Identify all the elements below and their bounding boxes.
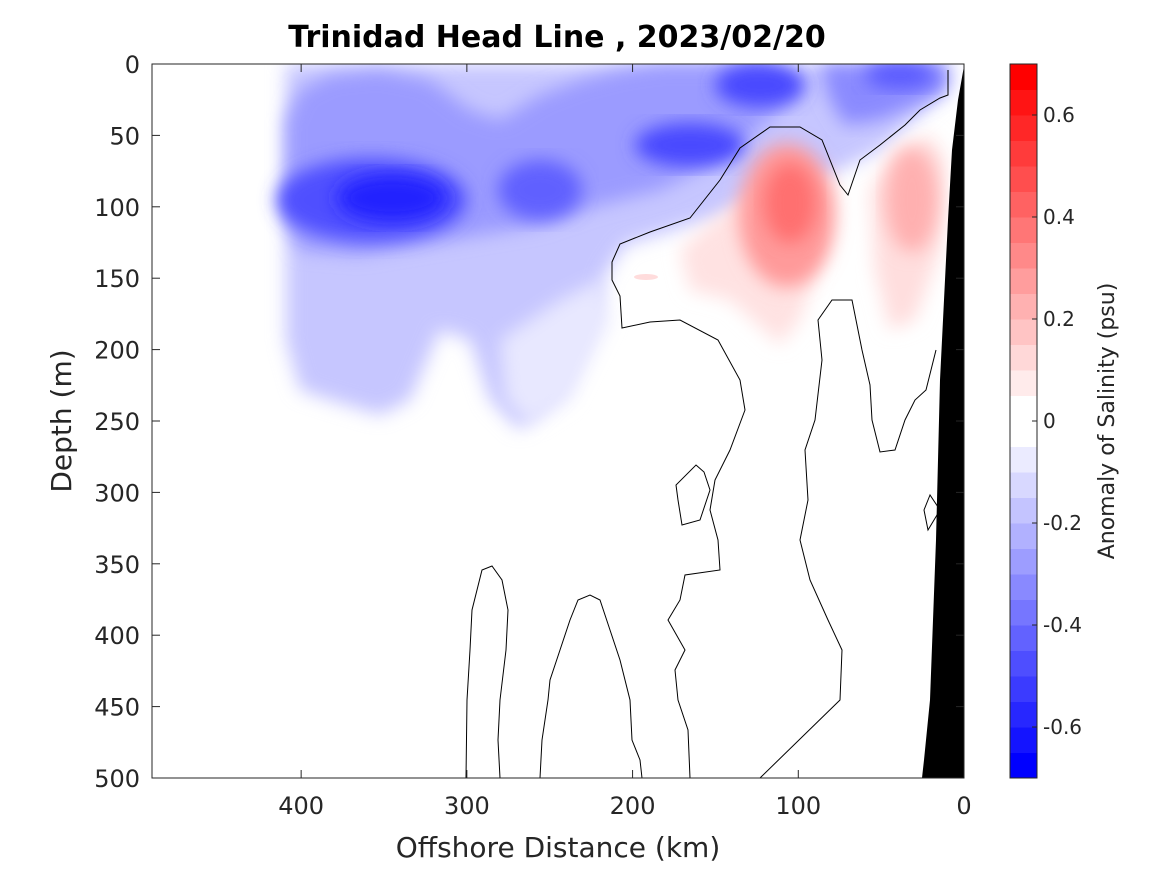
contour-nearshore-loop — [923, 493, 941, 532]
colorbar-segment — [1010, 166, 1037, 192]
colorbar-segment — [1010, 395, 1037, 422]
y-tick-label: 50 — [109, 122, 140, 150]
colorbar-segment — [1010, 497, 1037, 524]
colorbar-segment — [1010, 217, 1037, 243]
contour-outline-shelf — [611, 70, 949, 778]
colorbar-segment — [1010, 191, 1037, 218]
colorbar-segment — [1010, 89, 1037, 116]
salty-core-nearshore — [886, 148, 938, 252]
y-axis-label: Depth (m) — [45, 349, 78, 492]
colorbar-segment — [1010, 599, 1037, 626]
colorbar-segment — [1010, 523, 1037, 549]
x-axis-label: Offshore Distance (km) — [396, 831, 721, 864]
chart-title: Trinidad Head Line , 2023/02/20 — [288, 20, 825, 55]
colorbar-segment — [1010, 64, 1037, 90]
colorbar-frame — [1009, 63, 1038, 779]
colorbar — [1010, 63, 1037, 779]
colorbar-segment — [1010, 446, 1037, 473]
y-tick-label: 450 — [94, 694, 140, 722]
fresh-core-surface — [715, 64, 805, 107]
contour-offshore-jet — [759, 299, 937, 778]
seafloor-mask — [922, 66, 964, 778]
colorbar-segment — [1010, 242, 1037, 269]
colorbar-segment — [1010, 701, 1037, 728]
salty-patch-small — [634, 274, 658, 280]
x-tick-label: 300 — [444, 792, 490, 820]
fresh-core-main-inner — [337, 174, 447, 222]
fresh-core-shelf — [635, 123, 745, 167]
colorbar-segment — [1010, 574, 1037, 600]
colorbar-label: Anomaly of Salinity (psu) — [1095, 283, 1120, 560]
colorbar-segment — [1010, 472, 1037, 498]
fresh-anomaly-light — [500, 280, 610, 425]
colorbar-tick-label: 0 — [1043, 409, 1056, 433]
colorbar-tick-label: 0.2 — [1043, 307, 1075, 331]
colorbar-segment — [1010, 727, 1037, 753]
y-tick-label: 200 — [94, 337, 140, 365]
fresh-core-mid — [498, 160, 582, 220]
colorbar-segment — [1010, 676, 1037, 702]
y-tick-label: 500 — [94, 765, 140, 793]
colorbar-segment — [1010, 319, 1037, 345]
colorbar-segment — [1010, 268, 1037, 294]
colorbar-segment — [1010, 344, 1037, 371]
colorbar-segment — [1010, 115, 1037, 141]
colorbar-ticks: 0.6 0.4 0.2 0 -0.2 -0.4 -0.6 — [1032, 103, 1082, 739]
colorbar-segment — [1010, 625, 1037, 651]
colorbar-segment — [1010, 752, 1037, 779]
fresh-core-nearshore — [865, 64, 935, 89]
y-tick-label: 100 — [94, 194, 140, 222]
y-tick-label: 350 — [94, 551, 140, 579]
colorbar-segment — [1010, 293, 1037, 320]
salty-core-offshore-inner — [764, 163, 816, 243]
x-tick-label: 400 — [278, 792, 324, 820]
x-axis: 400 300 200 100 0 — [278, 64, 972, 820]
y-tick-label: 0 — [125, 51, 140, 79]
y-tick-label: 250 — [94, 408, 140, 436]
x-tick-label: 100 — [775, 792, 821, 820]
colorbar-segment — [1010, 421, 1037, 447]
x-tick-label: 0 — [956, 792, 971, 820]
colorbar-segment — [1010, 370, 1037, 396]
y-axis: 0 50 100 150 200 250 300 350 400 450 500 — [94, 51, 964, 793]
y-tick-label: 300 — [94, 479, 140, 507]
x-tick-label: 200 — [610, 792, 656, 820]
contour-deep-lobe-2 — [539, 594, 643, 778]
zero-contours — [465, 70, 949, 778]
colorbar-tick-label: -0.4 — [1043, 613, 1082, 637]
colorbar-tick-label: -0.6 — [1043, 715, 1082, 739]
colorbar-tick-label: -0.2 — [1043, 511, 1082, 535]
y-tick-label: 400 — [94, 622, 140, 650]
colorbar-segment — [1010, 140, 1037, 167]
colorbar-segment — [1010, 548, 1037, 575]
colorbar-segment — [1010, 650, 1037, 677]
contour-small-loop — [675, 464, 711, 526]
colorbar-tick-label: 0.6 — [1043, 103, 1075, 127]
y-tick-label: 150 — [94, 265, 140, 293]
contour-deep-lobe-1 — [465, 565, 509, 778]
colorbar-tick-label: 0.4 — [1043, 205, 1075, 229]
anomaly-field — [277, 64, 948, 430]
